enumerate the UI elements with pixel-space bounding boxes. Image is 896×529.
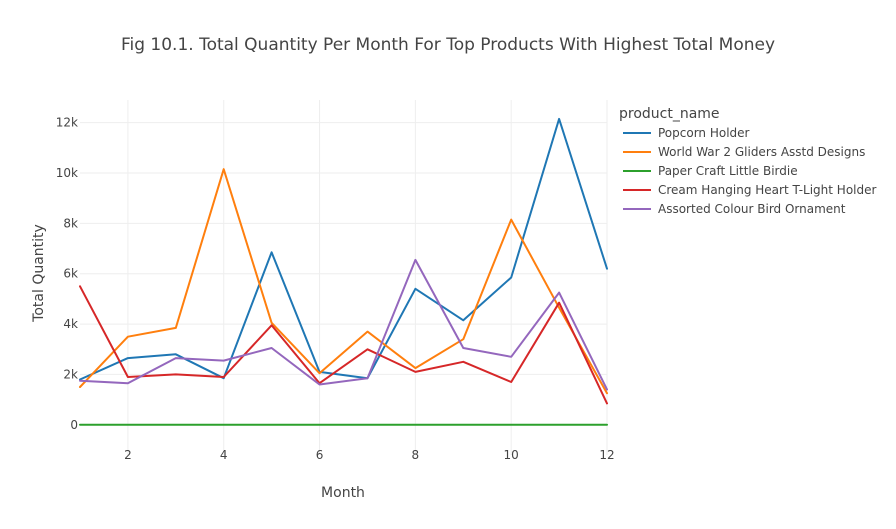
legend-label: Paper Craft Little Birdie [658,164,798,178]
x-tick-label: 10 [504,448,519,462]
legend-label: Popcorn Holder [658,126,750,140]
series-line[interactable] [79,285,608,405]
x-tick-label: 8 [412,448,420,462]
y-tick-label: 0 [70,418,78,432]
legend-item[interactable]: Assorted Colour Bird Ornament [623,202,846,216]
legend-item[interactable]: World War 2 Gliders Asstd Designs [623,145,865,159]
x-tick-label: 12 [599,448,614,462]
y-tick-label: 10k [56,166,78,180]
y-axis: 0 2k 4k 6k 8k 10k 12k [56,116,78,432]
legend-label: World War 2 Gliders Asstd Designs [658,145,865,159]
x-tick-label: 6 [316,448,324,462]
y-tick-label: 4k [63,317,78,331]
legend-item[interactable]: Popcorn Holder [623,126,750,140]
legend-label: Assorted Colour Bird Ornament [658,202,846,216]
series-line[interactable] [79,258,608,391]
y-tick-label: 12k [56,116,78,130]
x-tick-label: 2 [124,448,132,462]
legend[interactable]: product_name Popcorn Holder World War 2 G… [619,106,876,216]
chart-title: Fig 10.1. Total Quantity Per Month For T… [121,35,775,55]
series-line[interactable] [79,117,608,381]
series-line[interactable] [79,168,608,395]
legend-label: Cream Hanging Heart T-Light Holder [658,183,876,197]
y-tick-label: 8k [63,216,78,230]
x-axis-title: Month [321,485,365,501]
y-tick-label: 2k [63,367,78,381]
legend-items: Popcorn Holder World War 2 Gliders Asstd … [623,126,876,216]
legend-item[interactable]: Cream Hanging Heart T-Light Holder [623,183,876,197]
x-axis: 2 4 6 8 10 12 [124,448,615,462]
legend-item[interactable]: Paper Craft Little Birdie [623,164,798,178]
legend-title: product_name [619,106,720,122]
plot-area [79,117,608,426]
grid [80,100,608,455]
y-axis-title: Total Quantity [31,224,47,323]
y-tick-label: 6k [63,267,78,281]
x-tick-label: 4 [220,448,228,462]
